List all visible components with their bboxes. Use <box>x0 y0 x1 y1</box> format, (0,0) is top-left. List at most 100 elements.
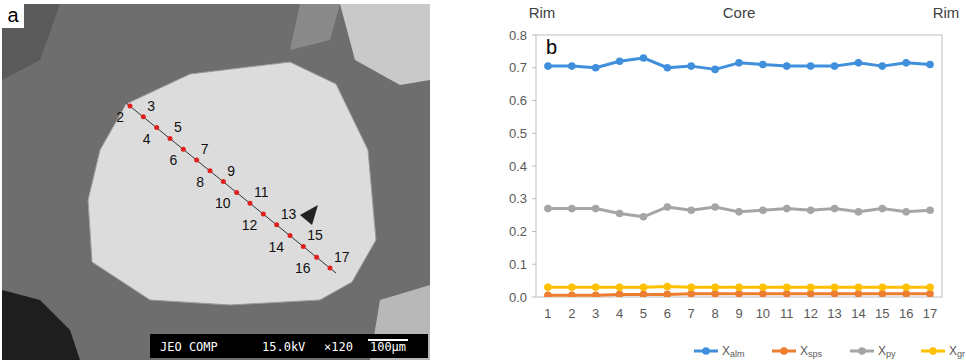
data-point <box>807 206 815 214</box>
grain <box>2 290 80 360</box>
data-point <box>568 283 576 291</box>
footer-text: 100μm <box>370 340 406 354</box>
footer-text: 15.0kV <box>262 340 305 354</box>
y-tick <box>532 133 536 134</box>
data-point <box>687 62 695 70</box>
analysis-point <box>181 147 186 152</box>
data-point <box>902 290 910 297</box>
data-point <box>640 291 648 297</box>
data-point <box>544 62 552 70</box>
analysis-point <box>128 104 133 109</box>
y-tick-label: 0.2 <box>509 224 527 239</box>
point-label: 15 <box>307 227 323 243</box>
y-tick-label: 0.3 <box>509 191 527 206</box>
footer-text: JEO COMP <box>160 340 218 354</box>
x-tick-label: 7 <box>688 306 695 321</box>
x-tick-label: 5 <box>640 306 647 321</box>
data-point <box>759 283 767 291</box>
data-point <box>687 290 695 297</box>
data-point <box>687 206 695 214</box>
data-point <box>878 283 886 291</box>
data-point <box>902 208 910 216</box>
x-tick-label: 17 <box>923 306 937 321</box>
x-tick-label: 9 <box>735 306 742 321</box>
figure: 234567891011121314151617JEO COMP15.0kV×1… <box>0 0 966 363</box>
data-point <box>831 205 839 213</box>
image-panel: 234567891011121314151617JEO COMP15.0kV×1… <box>2 4 430 360</box>
y-tick <box>532 100 536 101</box>
series-line <box>548 58 930 69</box>
point-label: 4 <box>143 131 151 147</box>
chart: 0.00.10.20.30.40.50.60.70.81234567891011… <box>509 4 965 359</box>
legend-label: Xalm <box>722 344 745 359</box>
data-point <box>735 208 743 216</box>
data-point <box>855 283 863 291</box>
data-point <box>640 54 648 62</box>
data-point <box>640 283 648 291</box>
data-point <box>544 205 552 213</box>
data-point <box>926 290 934 297</box>
y-tick-label: 0.6 <box>509 93 527 108</box>
analysis-point <box>234 190 239 195</box>
data-point <box>878 62 886 70</box>
point-label: 10 <box>215 195 231 211</box>
data-point <box>783 290 791 297</box>
x-tick-label: 10 <box>756 306 770 321</box>
legend-marker <box>780 347 788 355</box>
data-point <box>640 213 648 221</box>
data-point <box>664 64 672 72</box>
analysis-point <box>261 212 266 217</box>
point-label: 2 <box>116 109 124 125</box>
legend-label: Xpy <box>878 344 896 359</box>
y-tick <box>532 67 536 68</box>
data-point <box>735 283 743 291</box>
point-label: 12 <box>242 217 258 233</box>
data-point <box>878 205 886 213</box>
data-point <box>926 283 934 291</box>
point-label: 7 <box>201 141 209 157</box>
legend-label: Xgr <box>949 344 965 359</box>
position-label: Core <box>723 4 756 21</box>
y-tick <box>532 297 536 298</box>
data-point <box>926 206 934 214</box>
analysis-point <box>141 114 146 119</box>
y-tick-label: 0.1 <box>509 257 527 272</box>
x-tick-label: 14 <box>851 306 865 321</box>
data-point <box>855 208 863 216</box>
point-label: 9 <box>227 163 235 179</box>
data-point <box>664 283 672 291</box>
x-tick-label: 3 <box>592 306 599 321</box>
footer-bar <box>150 334 428 358</box>
data-point <box>807 62 815 70</box>
x-tick-label: 16 <box>899 306 913 321</box>
data-point <box>735 59 743 67</box>
analysis-point <box>288 233 293 238</box>
x-tick-label: 12 <box>803 306 817 321</box>
data-point <box>855 290 863 297</box>
legend: XalmXspsXpyXgr <box>694 344 965 359</box>
data-point <box>711 283 719 291</box>
data-point <box>544 292 552 297</box>
footer-text: ×120 <box>324 340 353 354</box>
x-tick-label: 2 <box>568 306 575 321</box>
garnet <box>88 62 376 305</box>
legend-marker <box>929 347 937 355</box>
position-label: Rim <box>529 4 556 21</box>
scale-bar <box>368 339 408 341</box>
panel-label: b <box>546 36 557 58</box>
y-tick-label: 0.0 <box>509 290 527 305</box>
analysis-point <box>194 158 199 163</box>
data-point <box>759 206 767 214</box>
y-tick <box>532 231 536 232</box>
analysis-point <box>221 179 226 184</box>
analysis-point <box>301 244 306 249</box>
x-tick-label: 4 <box>616 306 623 321</box>
point-label: 17 <box>334 249 350 265</box>
point-label: 16 <box>295 260 311 276</box>
position-label: Rim <box>933 4 960 21</box>
analysis-point <box>328 266 333 271</box>
point-label: 3 <box>147 98 155 114</box>
x-tick-label: 15 <box>875 306 889 321</box>
analysis-point <box>274 222 279 227</box>
data-point <box>616 210 624 218</box>
